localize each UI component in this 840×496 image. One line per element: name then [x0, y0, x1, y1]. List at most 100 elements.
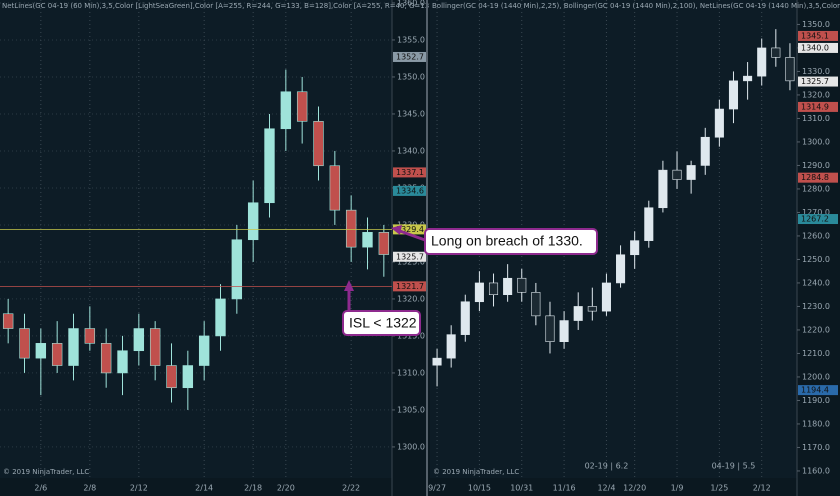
price-marker-label: 1340.0 — [801, 43, 829, 52]
candle-body — [198, 335, 210, 366]
x-tick-label: 12/20 — [623, 484, 646, 493]
candle-body — [280, 91, 292, 130]
annotation-text: Long on breach of 1330. — [431, 233, 583, 249]
candle-body — [658, 169, 668, 209]
candle-body — [503, 277, 513, 295]
y-tick-label: 1330.0 — [802, 67, 830, 76]
price-marker — [393, 251, 426, 262]
candle-body — [247, 202, 259, 241]
price-marker-label: 1325.7 — [801, 77, 829, 86]
x-tick-label: 2/6 — [34, 484, 47, 493]
price-marker-label: 1321.7 — [396, 282, 424, 291]
arrow-head — [344, 280, 354, 291]
y-tick-label: 1310.0 — [397, 368, 425, 377]
price-marker — [798, 172, 838, 183]
annotation-text: ISL < 1322 — [349, 315, 417, 331]
candle-body — [378, 232, 390, 255]
x-tick-label: 2/14 — [195, 484, 213, 493]
y-tick-label: 1350.0 — [802, 20, 830, 29]
y-tick-label: 1230.0 — [802, 302, 830, 311]
candle-body — [686, 165, 696, 180]
panel-footer: © 2019 NinjaTrader, LLC — [3, 468, 89, 476]
candle-body — [630, 240, 640, 256]
y-tick-label: 1320.0 — [397, 294, 425, 303]
price-marker-label: 1334.6 — [396, 186, 424, 195]
candle-body — [785, 57, 795, 82]
y-tick-label: 1360.0 — [397, 0, 425, 7]
x-tick-label: 2/8 — [83, 484, 96, 493]
price-marker-label: 1345.1 — [801, 31, 829, 40]
candle-body — [531, 292, 541, 317]
candle-body — [84, 328, 96, 344]
candle-body — [743, 75, 753, 82]
price-marker-label: 1194.4 — [801, 386, 829, 395]
y-tick-label: 1240.0 — [802, 278, 830, 287]
price-marker — [393, 51, 426, 62]
annotation-isl: ISL < 1322 — [342, 280, 421, 336]
candle-body — [264, 128, 275, 204]
candle-body — [166, 365, 177, 389]
price-marker — [393, 224, 426, 235]
price-marker-label: 1267.2 — [801, 215, 829, 224]
y-tick-label: 1325.0 — [397, 257, 425, 266]
candle-body — [100, 343, 112, 374]
price-marker-label: 1314.9 — [801, 102, 829, 111]
price-marker — [393, 185, 426, 196]
session-label: 04-19 | 5.5 — [712, 462, 756, 471]
arrow — [396, 228, 426, 242]
candle-body — [728, 80, 739, 110]
panel-footer: © 2019 NinjaTrader, LLC — [433, 468, 519, 476]
candle-body — [474, 282, 484, 303]
price-marker — [798, 76, 838, 87]
plot-background — [0, 0, 392, 478]
candle-body — [700, 136, 710, 166]
x-tick-label: 9/27 — [428, 484, 446, 493]
x-tick-label: 10/31 — [510, 484, 533, 493]
candle-body — [601, 282, 611, 312]
annotation-box — [342, 310, 421, 336]
price-marker — [393, 167, 426, 178]
candle-body — [757, 47, 767, 77]
candle-body — [616, 254, 626, 284]
candle-body — [68, 328, 79, 366]
candle-body — [714, 108, 724, 138]
x-tick-label: 10/15 — [468, 484, 491, 493]
y-tick-label: 1340.0 — [397, 146, 425, 155]
candle-body — [545, 315, 555, 342]
x-tick-label: 2/22 — [342, 484, 360, 493]
y-tick-label: 1220.0 — [802, 325, 830, 334]
price-marker-label: 1325.7 — [396, 252, 424, 261]
x-tick-label: 2/18 — [244, 484, 262, 493]
y-tick-label: 1280.0 — [802, 184, 830, 193]
y-tick-label: 1310.0 — [802, 114, 830, 123]
y-tick-label: 1345.0 — [397, 109, 425, 118]
candle-body — [231, 239, 243, 300]
arrow-head — [391, 225, 402, 235]
y-tick-label: 1160.0 — [802, 466, 830, 475]
price-marker-label: 1284.8 — [801, 173, 829, 182]
candle-body — [573, 306, 583, 321]
x-tick-label: 2/12 — [753, 484, 771, 493]
candle-body — [432, 357, 442, 366]
y-tick-label: 1300.0 — [397, 442, 425, 451]
price-marker — [393, 281, 426, 292]
y-tick-label: 1270.0 — [802, 208, 830, 217]
candle-body — [771, 47, 781, 58]
x-tick-label: 1/25 — [710, 484, 728, 493]
candle-body — [559, 320, 569, 342]
y-tick-label: 1320.0 — [802, 90, 830, 99]
candle-body — [345, 209, 357, 248]
panel-header: NetLines(GC 04-19 (60 Min),3,5,Color [Li… — [2, 2, 449, 10]
candle-body — [446, 334, 456, 359]
candle-body — [117, 350, 128, 374]
candle-body — [362, 232, 373, 248]
x-tick-label: 2/12 — [130, 484, 148, 493]
candle-body — [587, 306, 597, 312]
y-tick-label: 1180.0 — [802, 419, 830, 428]
y-tick-label: 1250.0 — [802, 255, 830, 264]
price-marker — [798, 30, 838, 41]
candle-body — [35, 343, 47, 359]
y-tick-label: 1260.0 — [802, 231, 830, 240]
x-tick-label: 11/16 — [553, 484, 576, 493]
